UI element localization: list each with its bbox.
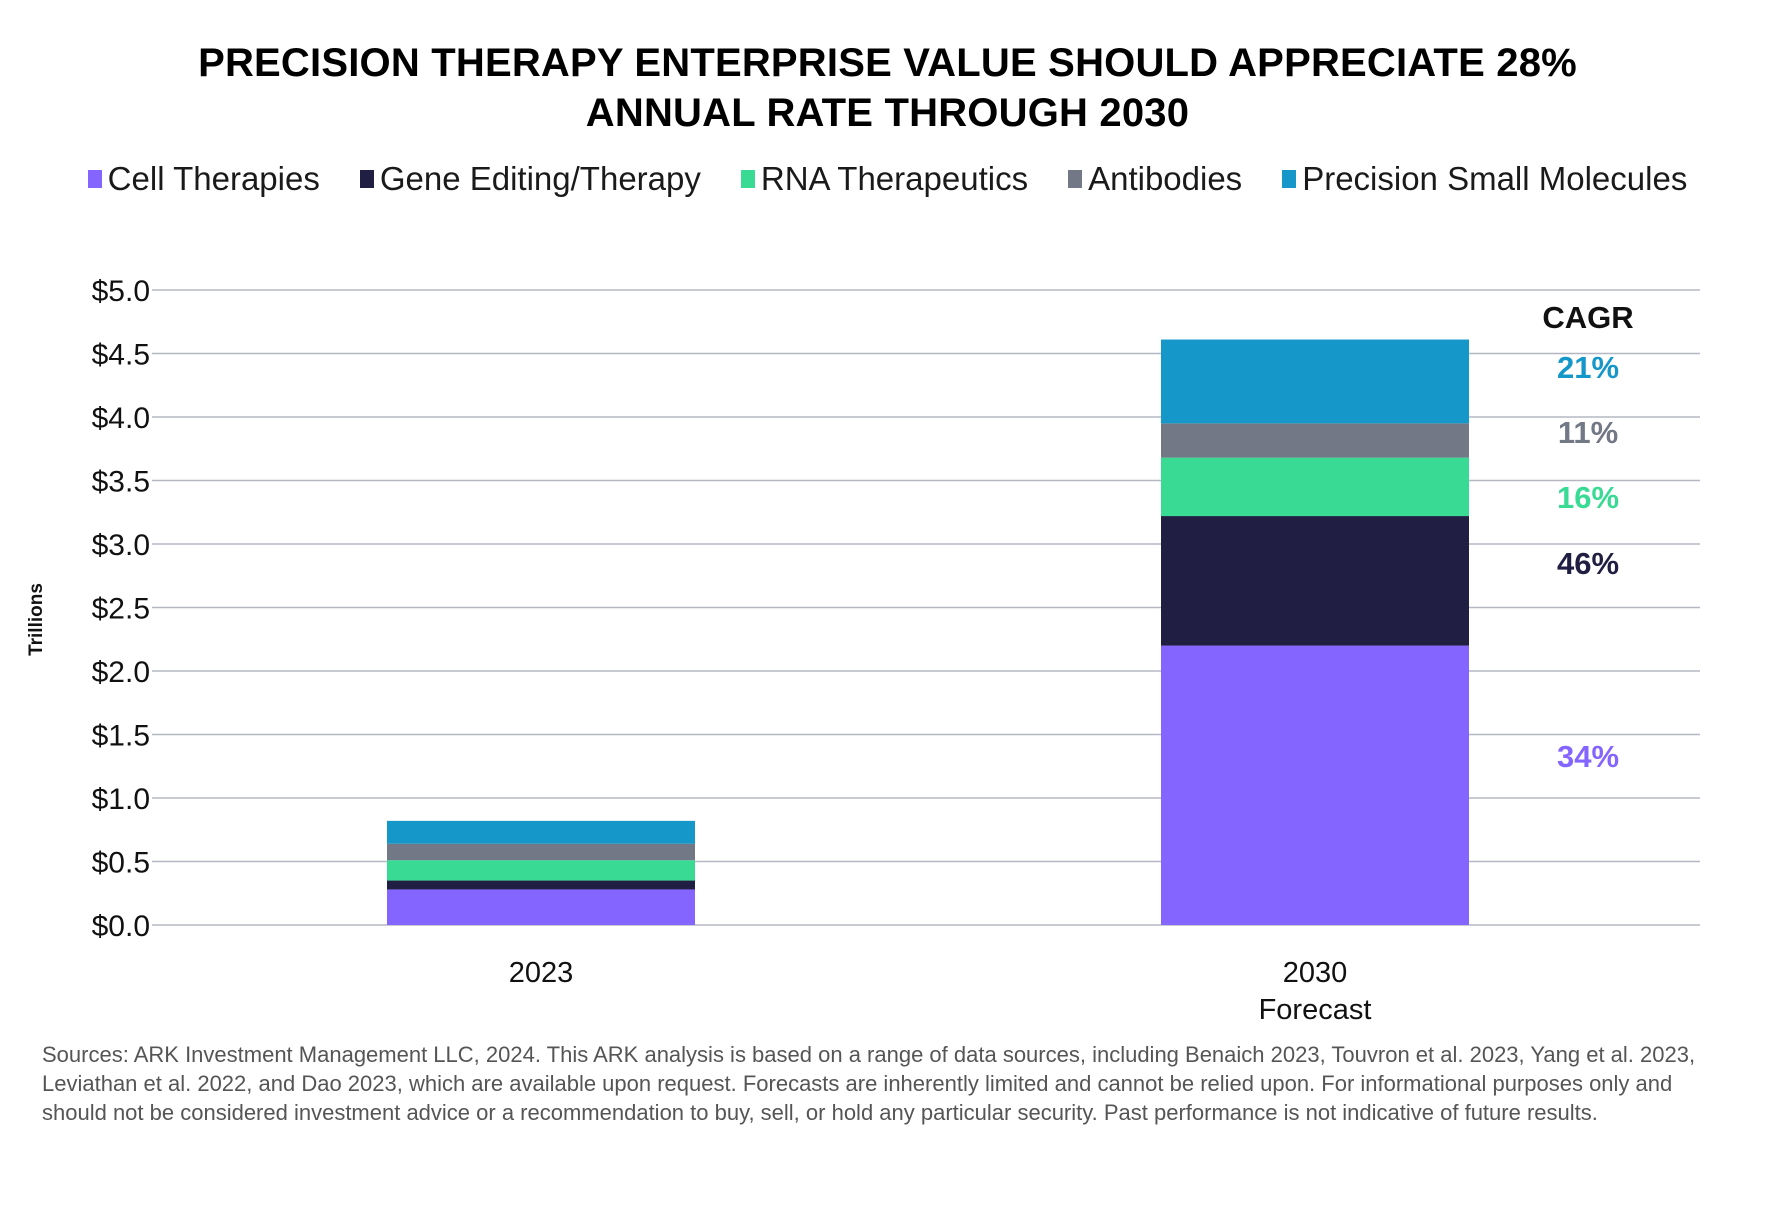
cagr-label: 16% bbox=[1557, 480, 1619, 515]
legend-swatch bbox=[740, 170, 755, 188]
legend-item: Precision Small Molecules bbox=[1282, 160, 1687, 198]
legend-swatch bbox=[359, 170, 374, 188]
legend-swatch bbox=[1282, 170, 1297, 188]
legend-item: Cell Therapies bbox=[87, 160, 320, 198]
y-tick-label: $0.5 bbox=[92, 847, 150, 880]
y-axis-label: Trillions bbox=[26, 583, 47, 656]
legend-label: Gene Editing/Therapy bbox=[379, 160, 701, 197]
chart-plot: $0.0 $0.5 $1.0 $1.5 $2.0 $2.5 $3.0 $3.5 $4.0 $4.5… bbox=[26, 275, 1700, 1026]
bar-segment bbox=[387, 860, 695, 881]
legend-swatch bbox=[1068, 170, 1083, 188]
bar-segment bbox=[387, 820, 695, 844]
legend-swatch bbox=[87, 170, 102, 188]
legend-label: Cell Therapies bbox=[107, 160, 320, 197]
bar-segment bbox=[1161, 516, 1469, 646]
title-line-2: ANNUAL RATE THROUGH 2030 bbox=[585, 91, 1190, 135]
y-tick-label: $2.5 bbox=[92, 593, 150, 626]
legend-item: RNA Therapeutics bbox=[740, 160, 1029, 198]
x-tick-label: Forecast bbox=[1259, 994, 1372, 1026]
bar-segment bbox=[1161, 423, 1469, 458]
bar-segment bbox=[1161, 457, 1469, 517]
cagr-header: CAGR bbox=[1542, 300, 1633, 335]
sources-note: Sources: ARK Investment Management LLC, … bbox=[42, 1042, 1696, 1125]
bar-segment bbox=[387, 889, 695, 925]
y-tick-label: $4.5 bbox=[92, 339, 150, 372]
title-line-1: PRECISION THERAPY ENTERPRISE VALUE SHOUL… bbox=[198, 41, 1577, 85]
y-tick-label: $2.0 bbox=[92, 656, 150, 689]
cagr-label: 34% bbox=[1557, 739, 1619, 774]
y-tick-label: $4.0 bbox=[92, 402, 150, 435]
cagr-label: 46% bbox=[1557, 546, 1619, 581]
y-tick-label: $3.0 bbox=[92, 529, 150, 562]
y-tick-label: $0.0 bbox=[92, 910, 150, 943]
legend-label: Precision Small Molecules bbox=[1302, 160, 1688, 197]
legend-item: Antibodies bbox=[1068, 160, 1242, 198]
y-tick-label: $5.0 bbox=[92, 275, 150, 308]
legend-label: RNA Therapeutics bbox=[760, 160, 1029, 197]
legend-label: Antibodies bbox=[1088, 160, 1243, 197]
x-tick-label: 2030 bbox=[1283, 957, 1348, 989]
cagr-label: 11% bbox=[1558, 415, 1618, 450]
y-tick-label: $1.0 bbox=[92, 783, 150, 816]
y-tick-label: $1.5 bbox=[92, 720, 150, 753]
bar-segment bbox=[1161, 339, 1469, 424]
x-tick-label: 2023 bbox=[509, 957, 574, 989]
bar-segment bbox=[1161, 645, 1469, 925]
bar-segment bbox=[387, 843, 695, 861]
y-tick-label: $3.5 bbox=[92, 466, 150, 499]
chart-title: PRECISION THERAPY ENTERPRISE VALUE SHOUL… bbox=[0, 38, 1775, 138]
cagr-label: 21% bbox=[1557, 350, 1619, 385]
legend: Cell Therapies Gene Editing/Therapy RNA Th… bbox=[0, 160, 1775, 198]
legend-item: Gene Editing/Therapy bbox=[359, 160, 701, 198]
bar-segment bbox=[387, 880, 695, 890]
